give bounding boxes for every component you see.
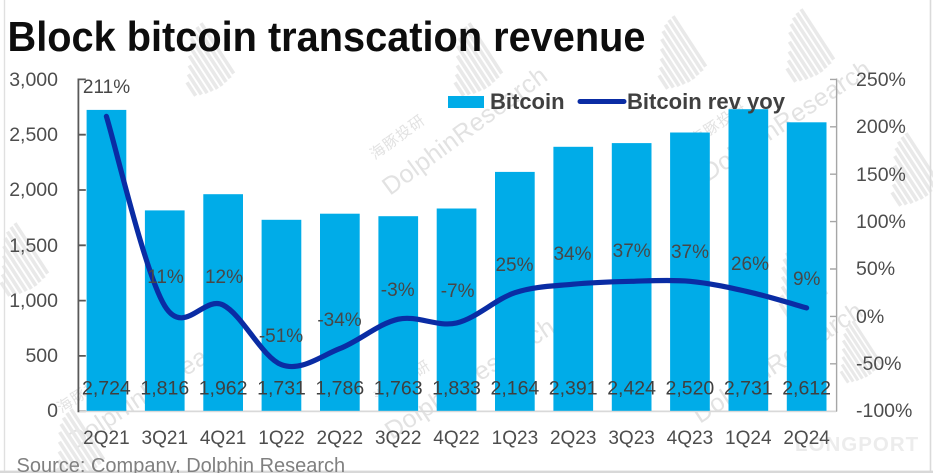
svg-text:2,391: 2,391 <box>549 377 598 399</box>
svg-text:211%: 211% <box>83 77 130 98</box>
svg-text:-3%: -3% <box>381 280 415 301</box>
svg-text:1Q23: 1Q23 <box>492 428 538 449</box>
svg-text:3Q21: 3Q21 <box>142 428 188 449</box>
svg-text:-50%: -50% <box>856 353 902 375</box>
svg-text:2Q22: 2Q22 <box>317 428 363 449</box>
svg-text:-51%: -51% <box>259 326 303 347</box>
svg-text:25%: 25% <box>495 255 533 276</box>
svg-text:500: 500 <box>25 345 58 367</box>
svg-text:1,763: 1,763 <box>374 377 423 399</box>
svg-text:4Q21: 4Q21 <box>200 428 246 449</box>
svg-text:34%: 34% <box>553 244 591 265</box>
svg-text:1Q24: 1Q24 <box>725 428 772 449</box>
svg-text:37%: 37% <box>613 241 651 262</box>
svg-text:3Q23: 3Q23 <box>608 428 654 449</box>
svg-text:DolphinResearch: DolphinResearch <box>688 296 868 429</box>
svg-text:9%: 9% <box>793 269 821 290</box>
svg-text:2,424: 2,424 <box>607 377 656 399</box>
svg-text:0%: 0% <box>856 306 884 328</box>
svg-text:1,786: 1,786 <box>315 377 364 399</box>
svg-text:2,520: 2,520 <box>665 377 714 399</box>
svg-text:26%: 26% <box>731 254 769 275</box>
svg-text:12%: 12% <box>205 267 243 288</box>
svg-text:2Q21: 2Q21 <box>83 428 129 449</box>
svg-text:1,816: 1,816 <box>140 377 189 399</box>
svg-text:4Q22: 4Q22 <box>433 428 479 449</box>
svg-text:2Q23: 2Q23 <box>550 428 596 449</box>
svg-text:Bitcoin rev yoy: Bitcoin rev yoy <box>627 89 786 114</box>
svg-text:2,164: 2,164 <box>490 377 539 399</box>
svg-text:100%: 100% <box>856 211 906 233</box>
svg-text:LONGPORT: LONGPORT <box>795 433 919 456</box>
svg-text:37%: 37% <box>671 242 709 263</box>
svg-text:2,000: 2,000 <box>9 179 58 201</box>
svg-text:3Q22: 3Q22 <box>375 428 421 449</box>
svg-text:Source: Company, Dolphin Resea: Source: Company, Dolphin Research <box>17 455 346 473</box>
svg-text:-100%: -100% <box>856 400 912 422</box>
svg-text:1,000: 1,000 <box>9 290 58 312</box>
svg-text:200%: 200% <box>856 116 906 138</box>
svg-text:-34%: -34% <box>317 310 361 331</box>
svg-text:1,500: 1,500 <box>9 235 58 257</box>
svg-text:0: 0 <box>47 400 58 422</box>
svg-text:11%: 11% <box>147 267 184 288</box>
svg-text:1,731: 1,731 <box>257 377 306 399</box>
svg-text:Block bitcoin transcation reve: Block bitcoin transcation revenue <box>8 13 646 60</box>
svg-text:Bitcoin: Bitcoin <box>490 89 565 114</box>
svg-text:2,612: 2,612 <box>782 377 831 399</box>
svg-text:50%: 50% <box>856 258 895 280</box>
svg-text:4Q23: 4Q23 <box>667 428 713 449</box>
svg-text:2,731: 2,731 <box>724 377 773 399</box>
svg-text:1,962: 1,962 <box>199 377 248 399</box>
svg-text:2,724: 2,724 <box>82 377 131 399</box>
svg-text:2,500: 2,500 <box>9 124 58 146</box>
svg-text:150%: 150% <box>856 164 906 186</box>
svg-text:1,833: 1,833 <box>432 377 481 399</box>
svg-text:250%: 250% <box>856 69 906 91</box>
svg-text:3,000: 3,000 <box>9 69 58 91</box>
svg-text:-7%: -7% <box>441 281 475 302</box>
svg-text:1Q22: 1Q22 <box>258 428 304 449</box>
svg-text:2Q24: 2Q24 <box>783 428 830 449</box>
